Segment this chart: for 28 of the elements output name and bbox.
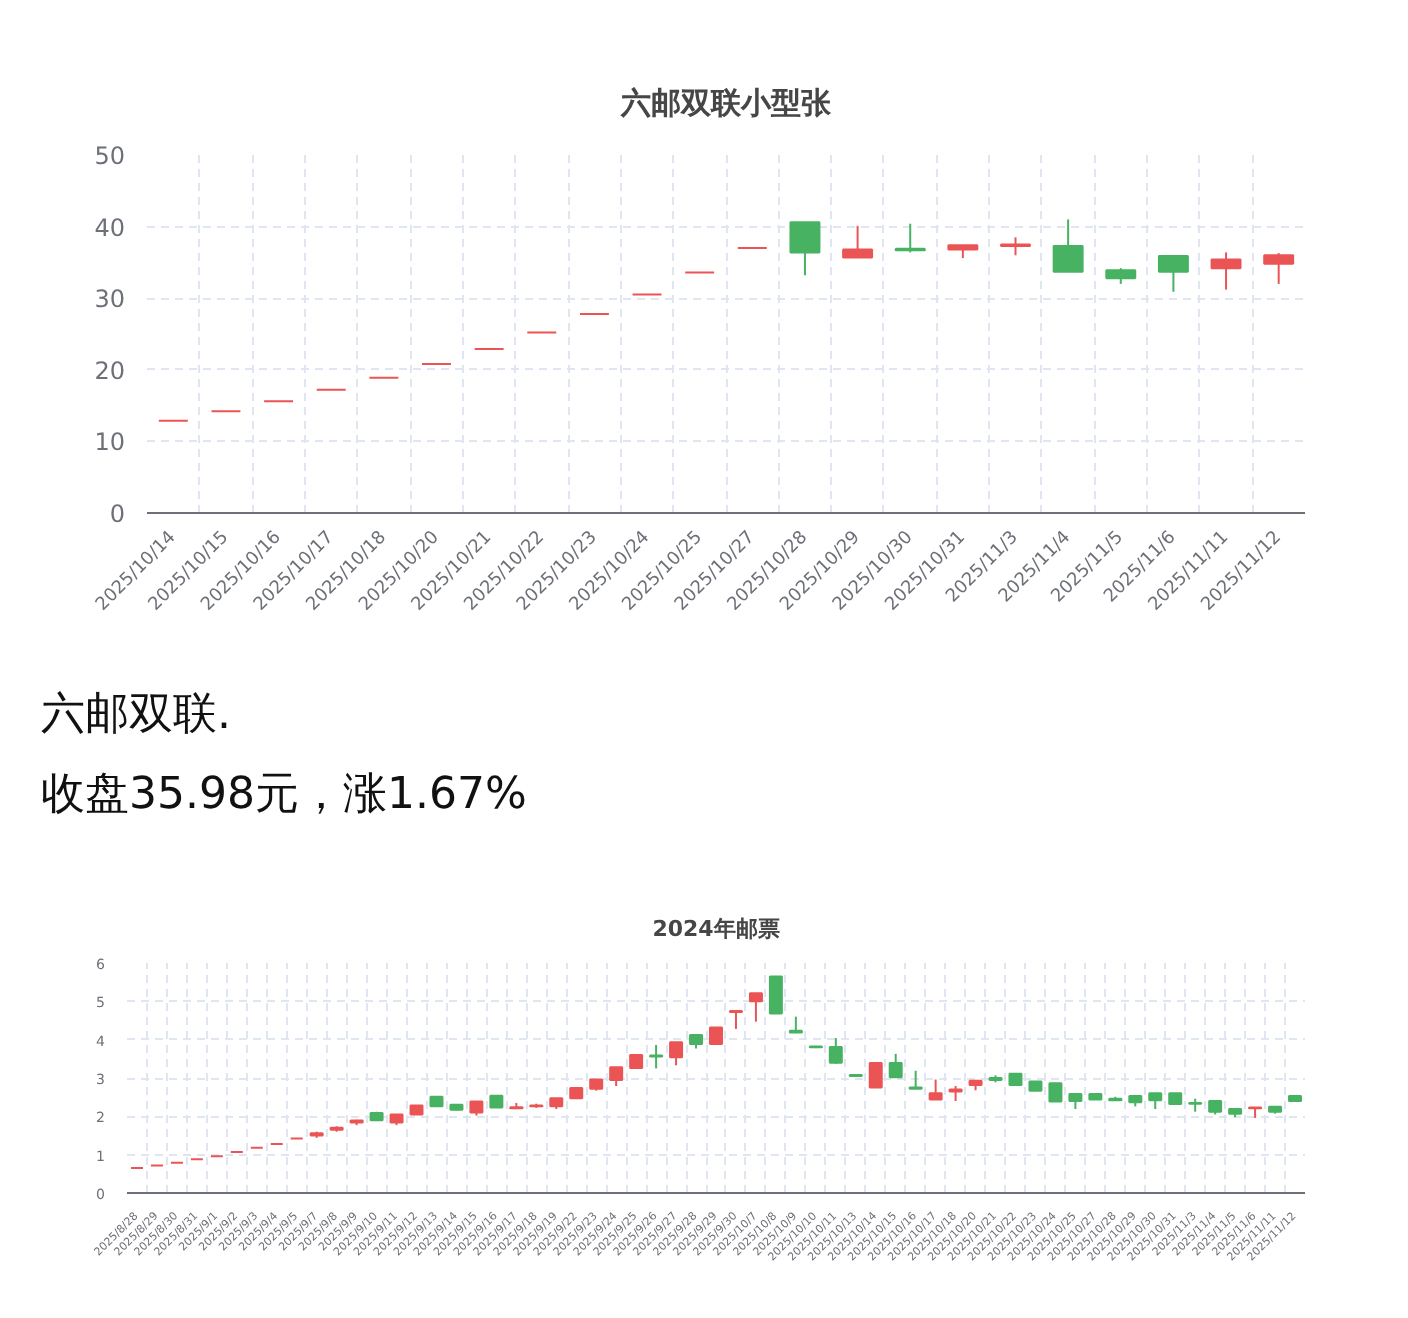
y-tick-label: 40 xyxy=(94,213,126,242)
y-tick-label: 50 xyxy=(94,142,126,170)
candlestick xyxy=(888,1052,903,1079)
candlestick xyxy=(789,221,821,277)
candlestick xyxy=(669,1041,684,1067)
candlestick xyxy=(1157,254,1189,293)
candlestick xyxy=(828,1037,843,1065)
candlestick xyxy=(1048,1082,1063,1103)
candlestick xyxy=(1210,251,1242,291)
text: 六邮双联. xyxy=(41,690,231,740)
candlestick xyxy=(928,1078,943,1101)
candlestick xyxy=(842,224,874,259)
candlestick xyxy=(1052,218,1084,273)
y-tick-label: 0 xyxy=(109,500,126,528)
candlestick xyxy=(649,1044,664,1070)
chart-title: 六邮双联小型张 xyxy=(619,85,833,121)
candlestick xyxy=(728,1009,743,1030)
y-tick-label: 20 xyxy=(94,356,126,385)
candlestick xyxy=(748,992,763,1023)
candlestick xyxy=(1263,252,1295,285)
y-tick-label: 30 xyxy=(94,285,126,314)
chart-title: 2024年邮票 xyxy=(652,916,780,942)
text: 收盘35.98元，涨1.67% xyxy=(41,770,527,820)
y-tick-label: 10 xyxy=(94,428,126,457)
candlestick xyxy=(868,1062,883,1089)
candlestick xyxy=(609,1066,624,1088)
candlestick xyxy=(908,1069,923,1090)
candlestick xyxy=(768,975,783,1015)
